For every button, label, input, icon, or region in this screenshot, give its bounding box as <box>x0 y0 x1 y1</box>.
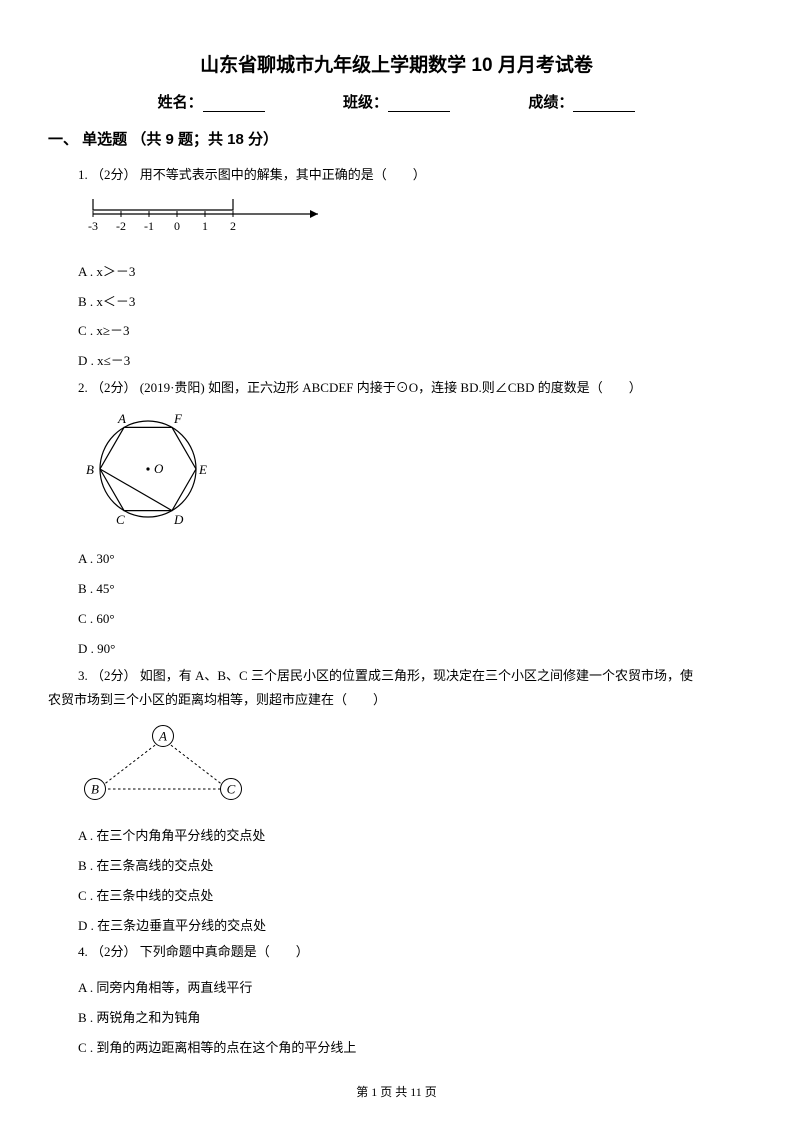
svg-text:2: 2 <box>230 219 236 233</box>
svg-text:B: B <box>91 781 99 796</box>
svg-text:A: A <box>117 411 126 426</box>
name-label: 姓名： <box>158 94 203 111</box>
q2-optA: A . 30° <box>78 544 745 574</box>
q1-stem: 1. （2分） 用不等式表示图中的解集，其中正确的是（ ） <box>78 163 745 188</box>
q3-optA: A . 在三个内角角平分线的交点处 <box>78 821 745 851</box>
score-blank <box>573 98 635 112</box>
q1-optA: A . x＞－3 <box>78 257 745 287</box>
svg-text:-1: -1 <box>144 219 154 233</box>
svg-text:C: C <box>116 512 125 527</box>
svg-text:0: 0 <box>174 219 180 233</box>
class-blank <box>388 98 450 112</box>
class-label: 班级： <box>343 94 388 111</box>
q1-optC: C . x≥－3 <box>78 316 745 346</box>
svg-text:-2: -2 <box>116 219 126 233</box>
q3-optC: C . 在三条中线的交点处 <box>78 881 745 911</box>
q2-optB: B . 45° <box>78 574 745 604</box>
svg-text:O: O <box>154 461 164 476</box>
q2-optD: D . 90° <box>78 634 745 664</box>
page-footer: 第 1 页 共 11 页 <box>0 1083 793 1100</box>
q3-stem-line2: 农贸市场到三个小区的距离均相等，则超市应建在（ ） <box>48 688 745 713</box>
svg-text:F: F <box>173 411 183 426</box>
q1-optB: B . x＜－3 <box>78 287 745 317</box>
section-heading: 一、 单选题 （共 9 题；共 18 分） <box>48 128 745 149</box>
q4-optB: B . 两锐角之和为钝角 <box>78 1003 745 1033</box>
q4-optC: C . 到角的两边距离相等的点在这个角的平分线上 <box>78 1033 745 1063</box>
info-row: 姓名： 班级： 成绩： <box>48 91 745 112</box>
svg-text:C: C <box>227 781 236 796</box>
svg-text:-3: -3 <box>88 219 98 233</box>
svg-text:D: D <box>173 512 184 527</box>
q4-stem: 4. （2分） 下列命题中真命题是（ ） <box>78 940 745 965</box>
svg-text:B: B <box>86 462 94 477</box>
svg-text:1: 1 <box>202 219 208 233</box>
q3-optD: D . 在三条边垂直平分线的交点处 <box>78 911 745 941</box>
page-title: 山东省聊城市九年级上学期数学 10 月月考试卷 <box>48 50 745 77</box>
svg-text:A: A <box>158 728 167 743</box>
q1-optD: D . x≤－3 <box>78 346 745 376</box>
q2-optC: C . 60° <box>78 604 745 634</box>
q4-optA: A . 同旁内角相等，两直线平行 <box>78 973 745 1003</box>
score-label: 成绩： <box>528 94 573 111</box>
name-blank <box>203 98 265 112</box>
q2-hexagon: A F E D C B O <box>78 409 745 534</box>
q1-numberline: -3 -2 -1 0 1 2 <box>78 196 745 247</box>
q3-triangle: A B C <box>78 721 745 811</box>
q3-optB: B . 在三条高线的交点处 <box>78 851 745 881</box>
q3-stem-line1: 3. （2分） 如图，有 A、B、C 三个居民小区的位置成三角形，现决定在三个小… <box>78 664 745 689</box>
q2-stem: 2. （2分） (2019·贵阳) 如图，正六边形 ABCDEF 内接于⊙O，连… <box>78 376 745 401</box>
svg-text:E: E <box>198 462 207 477</box>
